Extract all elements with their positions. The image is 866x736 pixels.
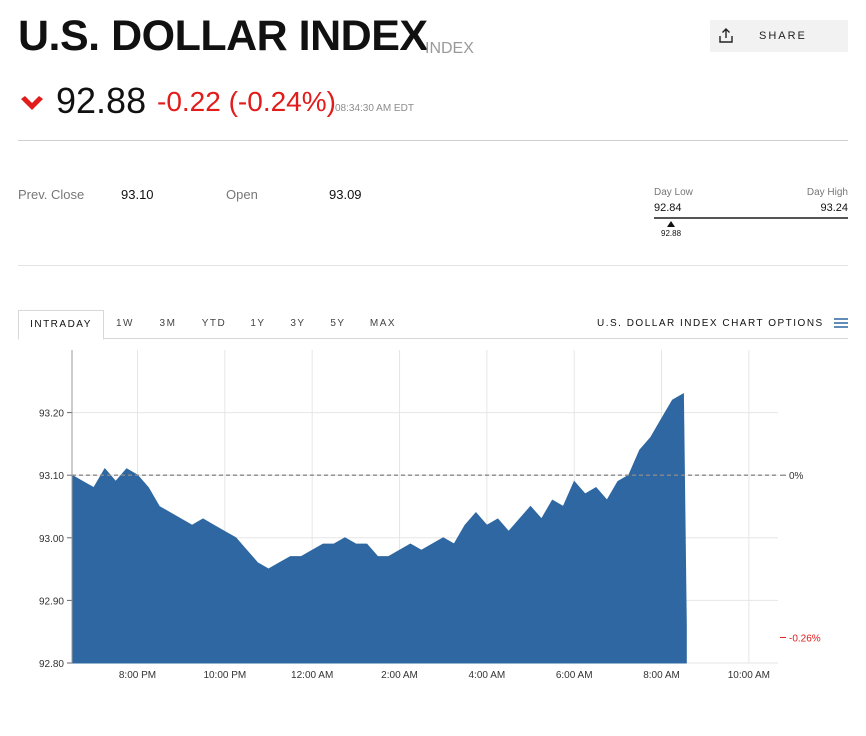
price-area-series	[71, 392, 687, 664]
price-change-value: -0.22	[157, 86, 221, 117]
tab-ytd[interactable]: YTD	[201, 318, 227, 329]
y-axis-tick-label: 92.80	[39, 659, 64, 670]
x-axis-tick-label: 10:00 PM	[203, 670, 246, 681]
x-axis-tick-label: 6:00 AM	[556, 670, 593, 681]
tab-1y[interactable]: 1Y	[250, 318, 266, 329]
x-axis-tick-label: 8:00 AM	[643, 670, 680, 681]
prev-close-label: Prev. Close	[18, 187, 85, 202]
menu-icon	[834, 318, 848, 329]
day-high-label: Day High	[806, 187, 848, 198]
open-value: 93.09	[329, 187, 362, 202]
chart-options-button[interactable]: U.S. DOLLAR INDEX CHART OPTIONS	[597, 318, 848, 329]
price-change: -0.22 (-0.24%)	[157, 86, 336, 118]
open-label: Open	[226, 187, 258, 202]
instrument-type-tag: INDEX	[425, 40, 474, 57]
tab-3y[interactable]: 3Y	[290, 318, 306, 329]
change-percent-label: -0.26%	[789, 633, 821, 644]
day-low-label: Day Low	[654, 187, 693, 198]
last-price: 92.88	[56, 80, 147, 121]
y-axis-tick-label: 93.10	[39, 471, 64, 482]
tab-intraday[interactable]: INTRADAY	[18, 310, 104, 340]
reference-percent-label: 0%	[789, 471, 804, 482]
divider	[18, 265, 848, 266]
share-icon	[719, 28, 733, 43]
day-high-value: 93.24	[820, 202, 848, 214]
page-title: U.S. DOLLAR INDEX	[18, 12, 428, 60]
intraday-chart: 93.20 93.10 93.00 92.90 92.80 8:00 PM 10:00 PM…	[39, 350, 821, 681]
x-axis-tick-label: 8:00 PM	[119, 670, 156, 681]
current-price-marker-value: 92.88	[661, 229, 682, 238]
quote-timestamp: 08:34:30 AM EDT	[335, 103, 414, 114]
chart-range-tabs: INTRADAY 1W 3M YTD 1Y 3Y 5Y MAX	[18, 310, 848, 340]
divider	[18, 140, 848, 141]
share-button[interactable]: SHARE	[710, 20, 848, 52]
x-axis-tick-label: 2:00 AM	[381, 670, 418, 681]
current-price-marker-icon	[667, 221, 675, 227]
price-change-percent: (-0.24%)	[228, 86, 336, 117]
x-axis-tick-label: 4:00 AM	[469, 670, 506, 681]
x-axis-tick-label: 12:00 AM	[291, 670, 333, 681]
tab-3m[interactable]: 3M	[159, 318, 177, 329]
tab-max[interactable]: MAX	[369, 318, 397, 329]
y-axis-tick-label: 93.20	[39, 409, 64, 420]
tab-5y[interactable]: 5Y	[330, 318, 346, 329]
day-low-value: 92.84	[654, 202, 682, 214]
prev-close-value: 93.10	[121, 187, 154, 202]
chart-options-label: U.S. DOLLAR INDEX CHART OPTIONS	[596, 318, 824, 329]
share-button-label: SHARE	[759, 30, 807, 42]
day-range-bar	[654, 217, 848, 219]
tab-1w[interactable]: 1W	[116, 318, 134, 329]
x-axis-tick-label: 10:00 AM	[728, 670, 770, 681]
arrow-down-icon	[21, 96, 43, 110]
y-axis-tick-label: 92.90	[39, 596, 64, 607]
y-axis-tick-label: 93.00	[39, 534, 64, 545]
